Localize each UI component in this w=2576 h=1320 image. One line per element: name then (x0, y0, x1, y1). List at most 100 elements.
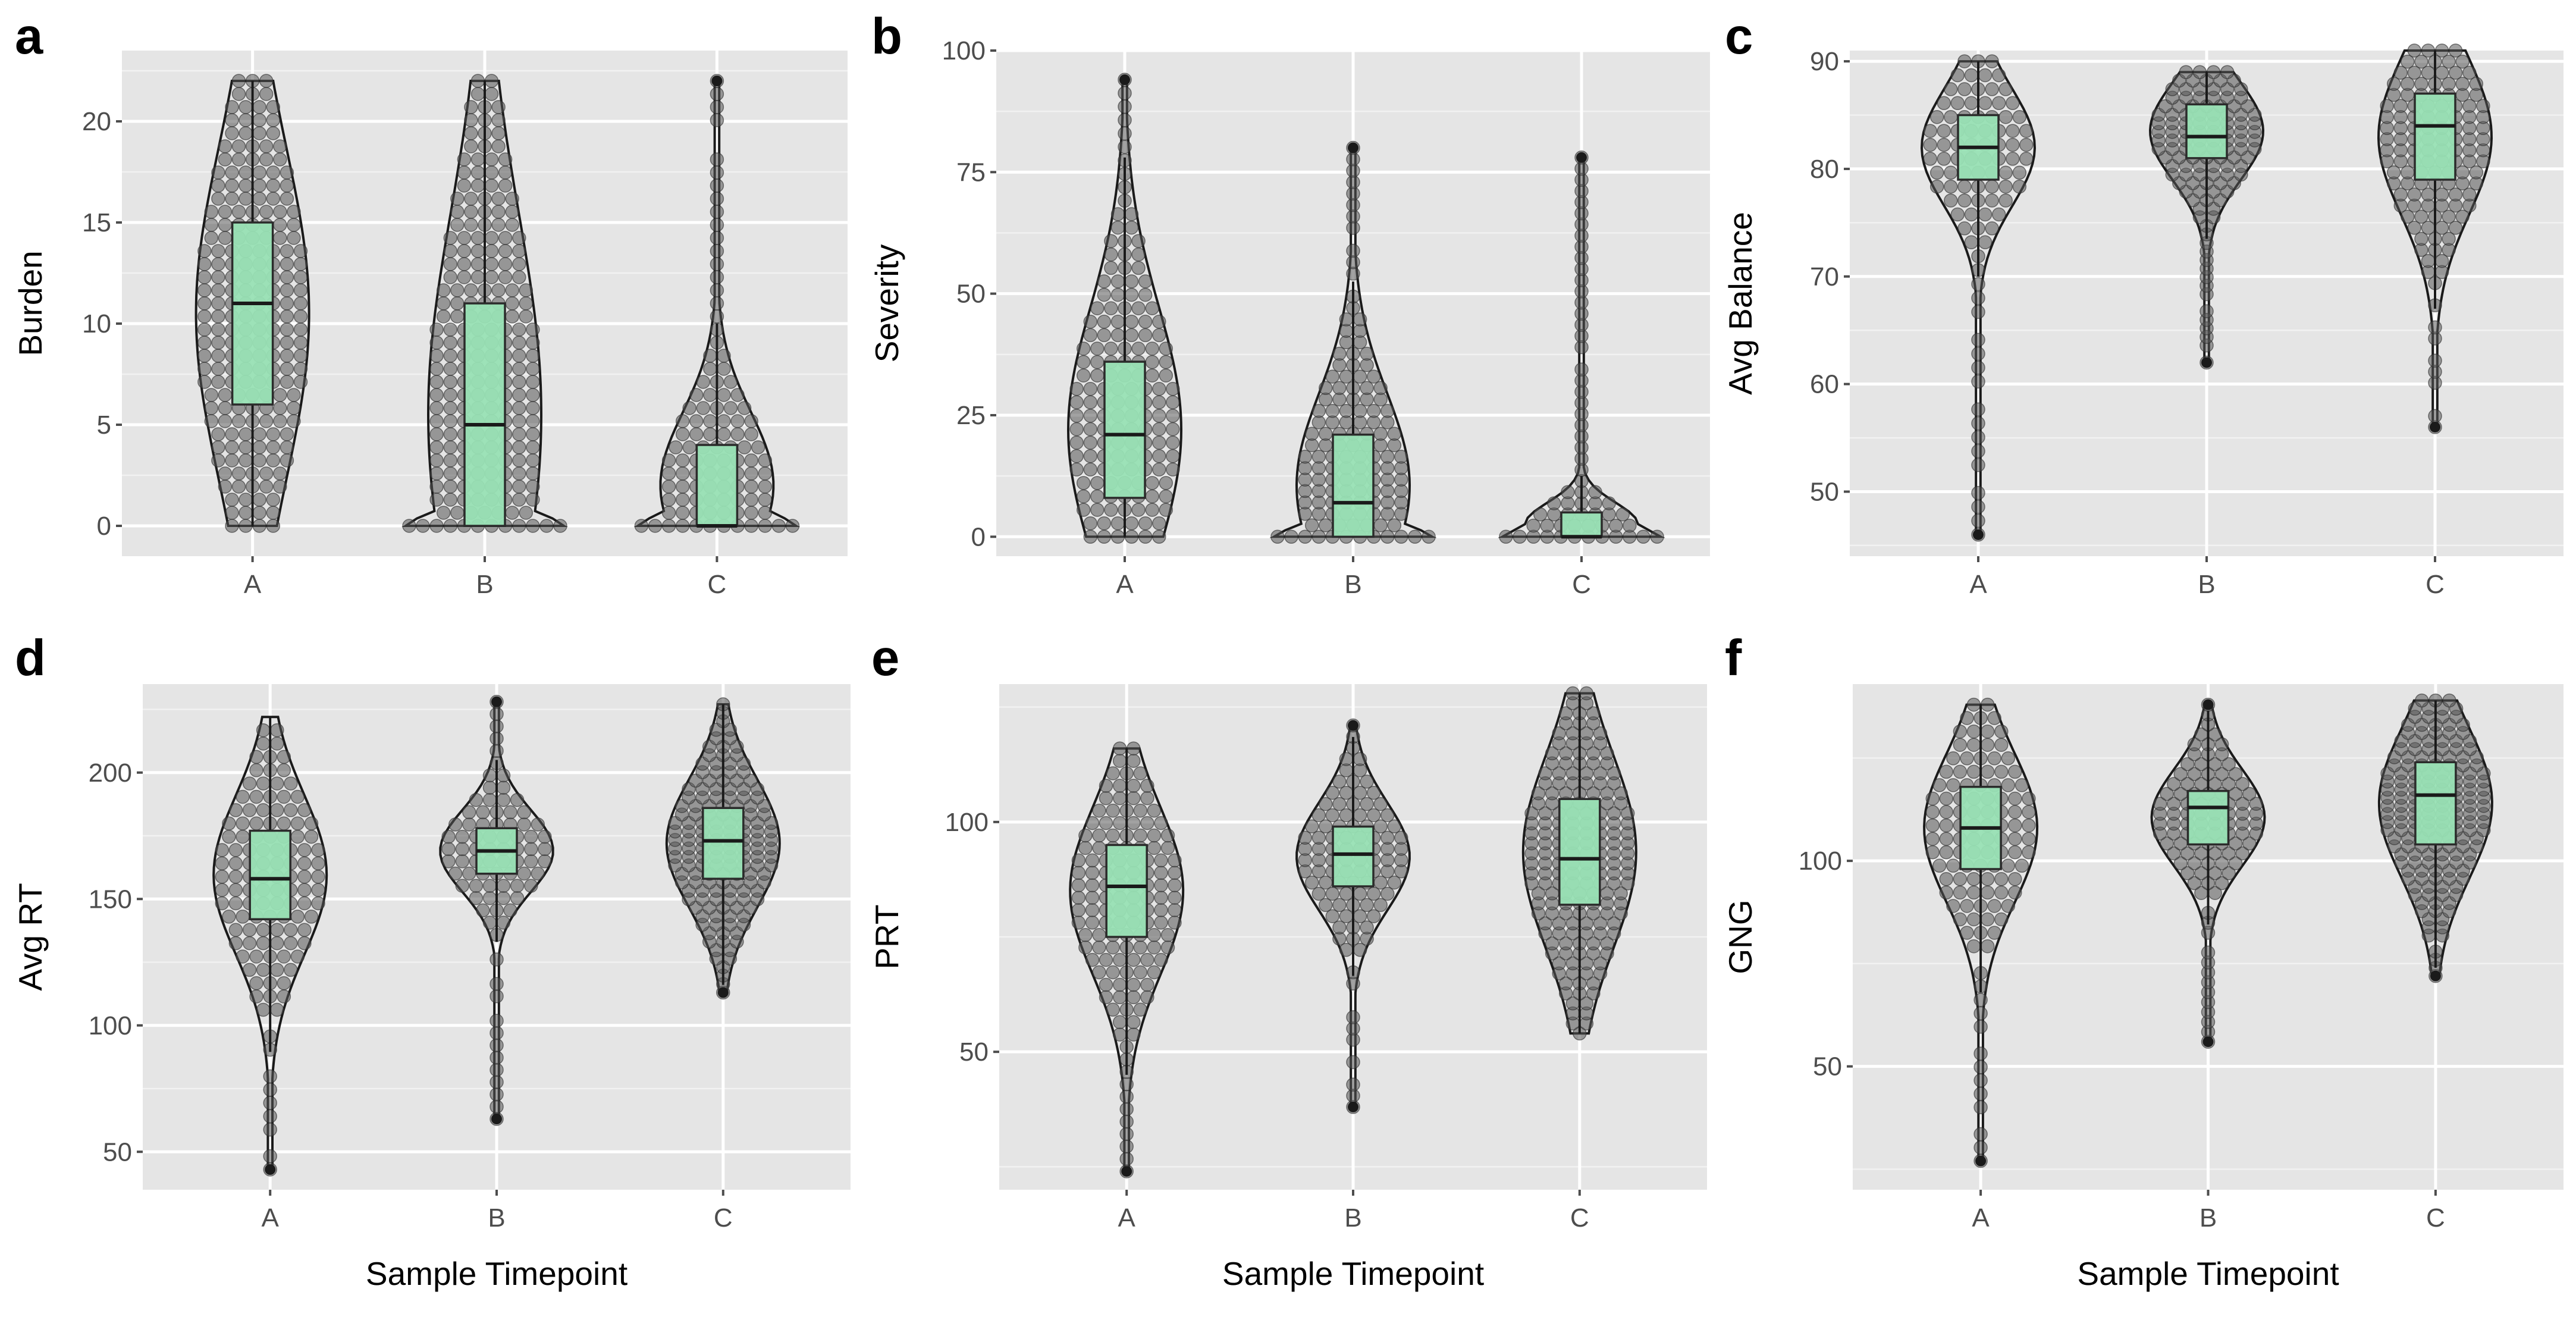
data-point (1387, 819, 1402, 834)
data-point (710, 244, 724, 258)
data-point (429, 336, 444, 350)
data-point (1980, 764, 1995, 779)
data-point (280, 362, 294, 376)
data-point (277, 816, 291, 831)
data-point (1097, 274, 1112, 289)
data-point (1360, 920, 1374, 935)
panel-c: 50 60 70 80 90 A B C Avg Balance c (1722, 8, 2564, 599)
data-point (236, 789, 250, 804)
data-point (252, 440, 266, 454)
data-point (1973, 1087, 1988, 1101)
data-point (1950, 96, 1965, 111)
data-point (1106, 828, 1120, 843)
data-point (1346, 1010, 1360, 1024)
data-point (2421, 43, 2436, 58)
data-point (469, 879, 484, 893)
data-point (496, 879, 511, 893)
box-B (1332, 433, 1375, 538)
data-point (443, 257, 458, 271)
data-point (259, 74, 274, 88)
data-point (441, 829, 456, 844)
data-point (293, 257, 308, 271)
data-point (675, 427, 690, 441)
data-point (2022, 832, 2036, 846)
data-point (744, 519, 758, 533)
group-A (1920, 54, 2037, 542)
data-point (1145, 341, 1159, 356)
y-axis-title: Avg Balance (1722, 212, 1759, 395)
group-B (401, 74, 568, 533)
data-point (526, 440, 540, 454)
outlier-point (265, 1164, 276, 1175)
data-point (2022, 818, 2036, 833)
data-point (1339, 808, 1354, 823)
data-point (710, 152, 724, 167)
data-point (503, 903, 517, 918)
data-point (204, 414, 219, 428)
data-point (1373, 518, 1388, 532)
data-point (2428, 409, 2442, 424)
data-point (197, 283, 212, 297)
data-point (2393, 187, 2408, 202)
data-point (2006, 152, 2020, 166)
data-point (512, 362, 526, 376)
data-point (1978, 207, 1993, 222)
data-point (1366, 369, 1381, 384)
data-point (2173, 856, 2188, 870)
data-point (1971, 346, 1985, 361)
data-point (297, 896, 312, 911)
data-point (1971, 485, 1985, 500)
data-point (1545, 936, 1560, 951)
data-point (496, 780, 511, 795)
data-point (1083, 328, 1098, 343)
data-point (1953, 872, 1968, 886)
data-point (531, 866, 545, 881)
data-point (512, 519, 526, 533)
data-point (2012, 109, 2027, 124)
data-point (490, 977, 504, 991)
data-point (498, 244, 513, 258)
data-point (2008, 805, 2022, 819)
data-point (293, 322, 308, 337)
data-point (1957, 54, 1972, 68)
data-point (2235, 846, 2250, 861)
data-point (744, 479, 758, 494)
data-point (464, 192, 478, 206)
data-point (682, 401, 696, 415)
data-point (1973, 993, 1988, 1007)
data-point (242, 923, 257, 938)
outlier-point (1576, 152, 1587, 163)
data-point (211, 349, 225, 363)
data-point (1154, 915, 1168, 930)
data-point (277, 949, 291, 964)
data-point (710, 100, 724, 114)
data-point (1980, 912, 1995, 927)
data-point (1131, 341, 1146, 356)
data-point (429, 479, 444, 494)
data-point (1964, 207, 1979, 222)
data-point (1985, 193, 1999, 208)
data-point (256, 723, 271, 738)
data-point (1973, 1127, 1988, 1142)
data-point (470, 87, 485, 101)
data-point (2442, 693, 2456, 708)
outlier-point (491, 696, 502, 707)
data-point (1600, 746, 1614, 761)
data-point (710, 283, 724, 297)
data-point (1131, 247, 1146, 262)
data-point (1099, 977, 1113, 992)
data-point (1112, 754, 1127, 768)
data-point (661, 479, 676, 494)
data-point (2180, 757, 2195, 772)
data-point (266, 100, 281, 114)
data-point (490, 989, 504, 1004)
data-point (1957, 221, 1972, 236)
data-point (270, 736, 284, 751)
data-point (1138, 516, 1153, 531)
data-point (266, 165, 281, 180)
data-point (1994, 738, 2009, 752)
data-point (1145, 476, 1159, 490)
y-tick-label: 50 (1810, 477, 1839, 506)
data-point (1311, 830, 1326, 845)
y-tick-label: 0 (97, 512, 111, 541)
